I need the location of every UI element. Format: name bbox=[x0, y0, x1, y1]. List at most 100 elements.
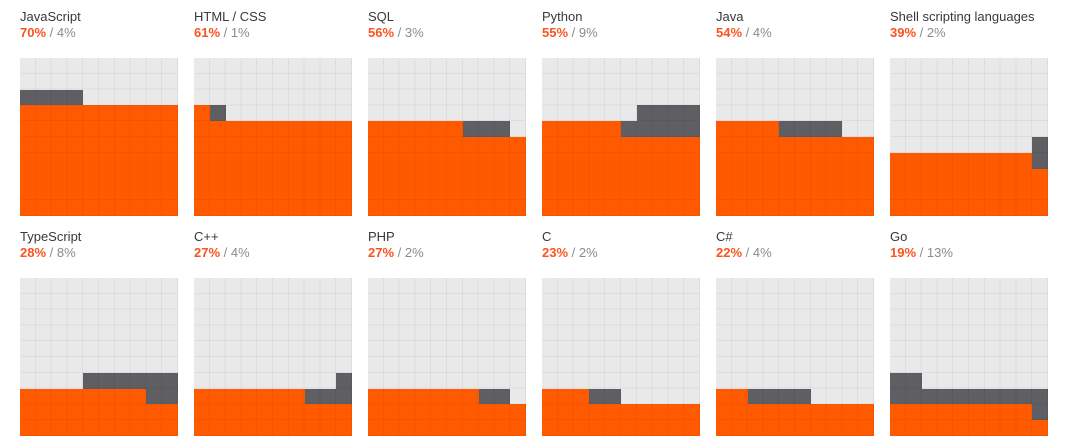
empty-cell bbox=[636, 341, 653, 357]
empty-cell bbox=[1016, 89, 1033, 106]
primary-percent: 19% bbox=[890, 245, 917, 260]
secondary-cell bbox=[99, 372, 115, 389]
empty-cell bbox=[273, 73, 289, 90]
empty-cell bbox=[937, 121, 954, 137]
secondary-cell bbox=[779, 388, 795, 405]
empty-cell bbox=[368, 357, 384, 373]
empty-cell bbox=[842, 105, 859, 122]
empty-cell bbox=[905, 325, 922, 342]
empty-cell bbox=[67, 325, 84, 342]
primary-cell bbox=[462, 200, 479, 216]
empty-cell bbox=[51, 278, 68, 294]
primary-cell bbox=[589, 152, 606, 169]
primary-cell bbox=[605, 184, 621, 201]
primary-cell bbox=[383, 168, 400, 185]
empty-cell bbox=[542, 325, 558, 342]
primary-cell bbox=[51, 121, 68, 137]
primary-cell bbox=[209, 200, 226, 216]
primary-cell bbox=[652, 137, 669, 153]
empty-cell bbox=[779, 372, 795, 389]
empty-cell bbox=[969, 357, 985, 373]
language-stats: 54% / 4% bbox=[716, 25, 874, 41]
empty-cell bbox=[194, 372, 210, 389]
empty-cell bbox=[557, 372, 574, 389]
empty-cell bbox=[668, 309, 685, 326]
secondary-cell bbox=[668, 121, 685, 137]
primary-cell bbox=[162, 420, 178, 436]
primary-cell bbox=[114, 152, 131, 169]
empty-cell bbox=[731, 58, 748, 74]
empty-cell bbox=[779, 309, 795, 326]
empty-cell bbox=[304, 309, 321, 326]
empty-cell bbox=[288, 341, 305, 357]
primary-cell bbox=[494, 200, 511, 216]
language-card: Go 19% / 13% bbox=[890, 229, 1048, 436]
empty-cell bbox=[921, 58, 938, 74]
empty-cell bbox=[589, 105, 606, 122]
empty-cell bbox=[842, 357, 859, 373]
primary-cell bbox=[99, 105, 115, 122]
empty-cell bbox=[969, 105, 985, 122]
empty-cell bbox=[383, 278, 400, 294]
primary-cell bbox=[209, 420, 226, 436]
empty-cell bbox=[431, 278, 447, 294]
empty-cell bbox=[225, 58, 242, 74]
empty-cell bbox=[494, 372, 511, 389]
primary-cell bbox=[795, 152, 811, 169]
empty-cell bbox=[320, 58, 337, 74]
primary-cell bbox=[20, 152, 36, 169]
empty-cell bbox=[288, 325, 305, 342]
primary-cell bbox=[1000, 152, 1017, 169]
empty-cell bbox=[589, 341, 606, 357]
empty-cell bbox=[431, 372, 447, 389]
empty-cell bbox=[795, 325, 811, 342]
primary-cell bbox=[35, 200, 52, 216]
empty-cell bbox=[557, 357, 574, 373]
language-card: SQL 56% / 3% bbox=[368, 9, 526, 216]
empty-cell bbox=[273, 89, 289, 106]
language-stats: 28% / 8% bbox=[20, 245, 178, 261]
primary-cell bbox=[589, 121, 606, 137]
primary-cell bbox=[557, 137, 574, 153]
primary-cell bbox=[320, 137, 337, 153]
empty-cell bbox=[905, 58, 922, 74]
empty-cell bbox=[589, 357, 606, 373]
empty-cell bbox=[20, 325, 36, 342]
empty-cell bbox=[209, 89, 226, 106]
primary-cell bbox=[383, 152, 400, 169]
primary-cell bbox=[257, 184, 273, 201]
empty-cell bbox=[1000, 357, 1017, 373]
empty-cell bbox=[431, 357, 447, 373]
primary-cell bbox=[273, 121, 289, 137]
primary-cell bbox=[146, 152, 163, 169]
empty-cell bbox=[209, 73, 226, 90]
primary-cell bbox=[984, 152, 1001, 169]
empty-cell bbox=[288, 278, 305, 294]
primary-cell bbox=[731, 420, 748, 436]
empty-cell bbox=[684, 372, 700, 389]
empty-cell bbox=[288, 293, 305, 310]
empty-cell bbox=[557, 293, 574, 310]
empty-cell bbox=[99, 278, 115, 294]
empty-cell bbox=[257, 372, 273, 389]
empty-cell bbox=[510, 58, 526, 74]
empty-cell bbox=[826, 278, 843, 294]
primary-cell bbox=[146, 168, 163, 185]
empty-cell bbox=[621, 325, 637, 342]
empty-cell bbox=[747, 89, 764, 106]
primary-cell bbox=[462, 184, 479, 201]
primary-cell bbox=[99, 404, 115, 421]
empty-cell bbox=[399, 73, 416, 90]
primary-cell bbox=[225, 404, 242, 421]
empty-cell bbox=[1016, 325, 1033, 342]
empty-cell bbox=[20, 372, 36, 389]
empty-cell bbox=[273, 309, 289, 326]
empty-cell bbox=[99, 341, 115, 357]
empty-cell bbox=[431, 325, 447, 342]
empty-cell bbox=[209, 278, 226, 294]
language-title: Python bbox=[542, 9, 583, 24]
primary-cell bbox=[1016, 200, 1033, 216]
primary-cell bbox=[67, 137, 84, 153]
primary-cell bbox=[636, 152, 653, 169]
empty-cell bbox=[763, 58, 780, 74]
